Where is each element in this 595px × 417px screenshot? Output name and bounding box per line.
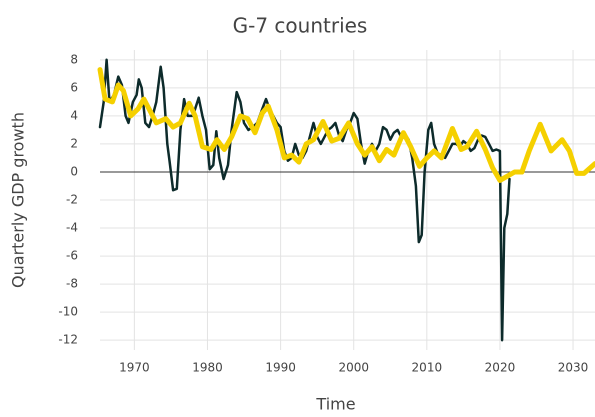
y-tick-label: -4 xyxy=(66,221,78,235)
x-tick-label: 1990 xyxy=(265,361,296,375)
x-axis-label: Time xyxy=(315,395,355,414)
y-tick-label: 0 xyxy=(70,164,78,178)
y-tick-label: 4 xyxy=(70,108,78,122)
x-tick-label: 2010 xyxy=(412,361,443,375)
y-tick-label: -2 xyxy=(66,193,78,207)
x-tick-label: 2030 xyxy=(558,361,589,375)
x-tick-label: 2000 xyxy=(338,361,369,375)
y-tick-label: -6 xyxy=(66,249,78,263)
y-tick-label: 6 xyxy=(70,80,78,94)
x-tick-label: 2020 xyxy=(485,361,516,375)
y-tick-label: -12 xyxy=(58,333,78,347)
y-tick-label: 8 xyxy=(70,52,78,66)
chart-title: G-7 countries xyxy=(233,14,368,38)
x-tick-label: 1970 xyxy=(119,361,150,375)
series-line xyxy=(98,58,511,342)
series-line xyxy=(97,67,595,183)
y-tick-label: 2 xyxy=(70,136,78,150)
y-tick-label: -10 xyxy=(58,305,78,319)
x-tick-label: 1980 xyxy=(192,361,223,375)
y-axis-label: Quarterly GDP growth xyxy=(9,112,28,288)
y-tick-label: -8 xyxy=(66,277,78,291)
